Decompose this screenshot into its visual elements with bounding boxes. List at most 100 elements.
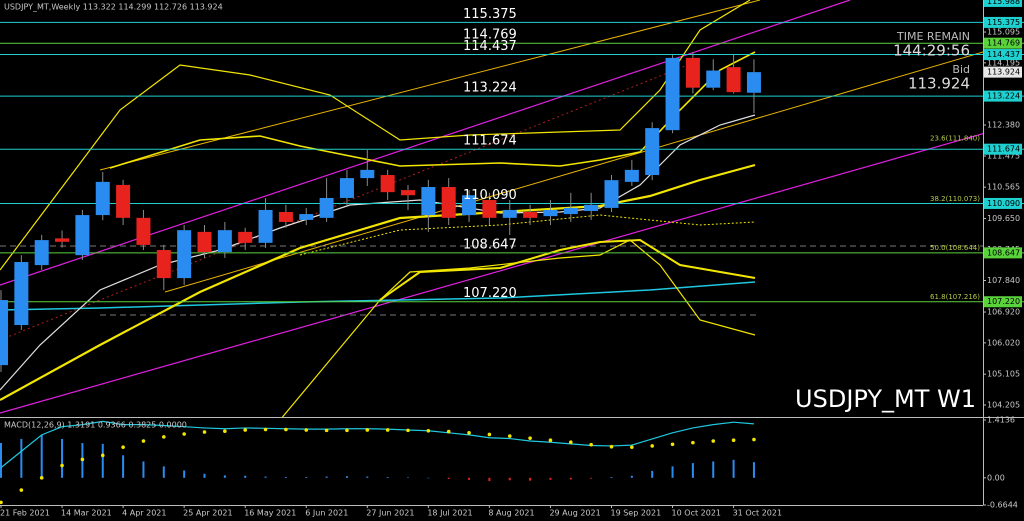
channel-line [99, 0, 761, 171]
histogram-bar [122, 455, 125, 478]
x-tick-label: 16 May 2021 [244, 509, 296, 518]
signal-dot [202, 430, 207, 434]
candle-body [584, 204, 599, 211]
moving-average [379, 238, 756, 301]
y-tick-label: 105.105 [987, 370, 1020, 379]
x-tick-label: 14 Mar 2021 [61, 509, 112, 518]
candle-body [299, 214, 314, 220]
fib-label: 38.2(110.073) [930, 195, 980, 203]
candle-body [563, 207, 578, 215]
signal-dot [609, 444, 614, 449]
histogram-bar [427, 477, 430, 479]
histogram-bar [142, 461, 145, 478]
y-tick-label: 0.00 [987, 473, 1005, 482]
y-tick-label: 114.195 [987, 58, 1020, 67]
histogram-bar [183, 470, 186, 478]
candle-body [258, 209, 273, 243]
signal-dot [467, 431, 471, 435]
level-label: 108.647 [463, 237, 517, 252]
signal-dot [630, 445, 634, 449]
y-tick-label: 112.380 [987, 121, 1020, 130]
fib-label: 61.8(107.216) [930, 293, 980, 301]
candle-body [726, 67, 741, 93]
fib-label: 50.0(108.644) [930, 244, 980, 252]
candle-body [502, 209, 517, 218]
level-box-label: 113.224 [987, 92, 1020, 101]
candle-body [604, 180, 619, 208]
candle-body [380, 175, 395, 193]
candle-body [156, 250, 171, 279]
y-tick-label: 111.475 [987, 152, 1020, 161]
level-box [984, 197, 1022, 209]
signal-dot [19, 488, 24, 492]
histogram-bar [630, 475, 633, 478]
signal-dot [223, 429, 227, 433]
level-box-label: 108.647 [987, 248, 1020, 257]
histogram-bar [407, 477, 409, 478]
signal-dot [711, 439, 716, 443]
y-tick-label: 104.205 [987, 401, 1020, 410]
signal-dot [548, 438, 553, 442]
histogram-bar [508, 477, 511, 481]
level-box [984, 296, 1022, 308]
histogram-bar [20, 438, 23, 478]
signal-dot [304, 428, 309, 432]
candle-body [401, 190, 415, 196]
macd-panel: 1.4136 0.00 -0.6644 [0, 416, 1018, 510]
signal-dot [569, 440, 573, 445]
level-label: 114.769 [463, 28, 517, 43]
candle-body [278, 212, 293, 222]
channel-line [164, 51, 983, 293]
histogram-bar [0, 443, 2, 478]
candle-body [441, 187, 456, 218]
histogram-bar [671, 466, 674, 478]
x-tick-label: 18 Jul 2021 [427, 509, 472, 518]
x-tick-label: 8 Aug 2021 [488, 509, 534, 518]
signal-dot [691, 440, 695, 445]
candle-body [685, 57, 700, 88]
histogram-bar [366, 476, 369, 478]
level-label: 115.375 [463, 7, 517, 22]
moving-average [0, 114, 756, 391]
moving-average [0, 281, 756, 311]
x-tick-label: 25 Apr 2021 [183, 509, 232, 518]
time-remain-label: TIME REMAIN [896, 30, 970, 43]
levels [0, 21, 1024, 303]
candle-body [116, 184, 131, 218]
histogram-bar [549, 477, 552, 480]
candle-body [421, 187, 436, 216]
candle-body [14, 262, 29, 326]
level-box-label: 107.220 [987, 297, 1020, 306]
histogram-bar [590, 477, 593, 479]
level-box [984, 16, 1022, 28]
x-tick-label: 31 Oct 2021 [733, 509, 782, 518]
level-box [984, 90, 1022, 102]
price-box-label: 113.924 [987, 68, 1020, 77]
histogram-bar [61, 438, 64, 478]
envelope-line [0, 0, 751, 271]
candle-body [543, 209, 558, 217]
histogram-bar [284, 477, 287, 478]
level-box [984, 143, 1022, 155]
signal-dot [752, 437, 756, 442]
signal-dot [121, 445, 125, 449]
signal-dot [243, 428, 247, 432]
candle-body [706, 70, 721, 88]
histogram-bar [386, 477, 389, 478]
histogram-bar [305, 477, 308, 478]
signal-dot [182, 432, 186, 436]
signal-dot [0, 500, 3, 505]
signal-dot [731, 438, 736, 442]
x-tick-label: 19 Sep 2021 [611, 509, 662, 518]
histogram-bar [488, 477, 491, 482]
signal-dot [589, 442, 593, 447]
watermark: USDJPY_MT W1 [795, 385, 976, 413]
candle-body [746, 72, 761, 93]
histogram-bar [610, 477, 613, 478]
histogram-bar [203, 473, 206, 478]
moving-average [109, 51, 756, 169]
signal-dot [365, 428, 370, 432]
candle-body [482, 200, 497, 218]
level-label: 110.090 [463, 188, 517, 203]
